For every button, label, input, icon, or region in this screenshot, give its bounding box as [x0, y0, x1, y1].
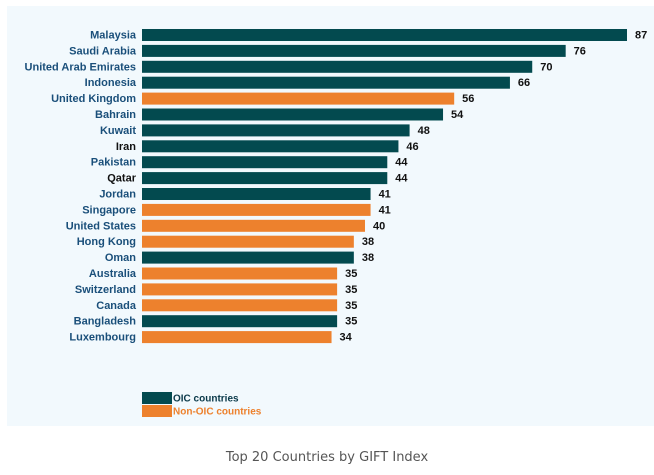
value-label: 35: [345, 284, 357, 296]
value-label: 35: [345, 300, 357, 312]
value-label: 46: [406, 141, 418, 153]
value-label: 40: [373, 220, 385, 232]
category-label: Switzerland: [75, 284, 136, 296]
category-label: Qatar: [107, 173, 136, 185]
value-label: 48: [418, 125, 430, 137]
bar: [142, 203, 371, 216]
category-label: United Kingdom: [51, 93, 136, 105]
value-label: 56: [462, 93, 474, 105]
value-label: 38: [362, 236, 374, 248]
category-label: Malaysia: [90, 30, 137, 42]
bar: [142, 76, 510, 89]
category-label: Iran: [116, 141, 136, 153]
category-label: Singapore: [82, 204, 136, 216]
value-label: 41: [379, 189, 391, 201]
bar: [142, 315, 338, 328]
bar: [142, 156, 388, 169]
chart-caption: Top 20 Countries by GIFT Index: [225, 450, 429, 465]
legend-label: OIC countries: [173, 394, 239, 405]
category-label: Saudi Arabia: [69, 45, 137, 57]
bar: [142, 92, 455, 105]
category-label: Pakistan: [91, 157, 137, 169]
category-label: Bahrain: [95, 109, 136, 121]
chart-panel: [7, 6, 654, 426]
bar: [142, 188, 371, 200]
value-label: 35: [345, 316, 357, 328]
category-label: Hong Kong: [77, 236, 136, 248]
value-label: 35: [345, 268, 357, 280]
bar: [142, 299, 338, 312]
value-label: 38: [362, 252, 374, 264]
bar: [142, 29, 627, 41]
category-label: Jordan: [99, 189, 136, 201]
value-label: 54: [451, 109, 464, 121]
legend-swatch: [142, 392, 172, 404]
bar-chart: Malaysia 87 Saudi Arabia 76 United Arab Emir…: [25, 29, 647, 418]
category-label: Kuwait: [100, 125, 136, 137]
value-label: 34: [340, 332, 353, 344]
bars-group: Malaysia 87 Saudi Arabia 76 United Arab Emir…: [25, 29, 647, 344]
value-label: 70: [540, 61, 552, 73]
category-label: Oman: [105, 252, 136, 264]
value-label: 87: [635, 30, 647, 42]
category-label: Luxembourg: [69, 332, 136, 344]
bar: [142, 251, 354, 264]
bar: [142, 108, 444, 121]
legend-label: Non-OIC countries: [173, 407, 262, 418]
bar: [142, 331, 332, 344]
bar: [142, 219, 365, 232]
value-label: 76: [574, 45, 586, 57]
legend-swatch: [142, 405, 172, 417]
value-label: 44: [395, 157, 408, 169]
bar: [142, 235, 354, 248]
category-label: Canada: [96, 300, 137, 312]
bar: [142, 140, 399, 153]
category-label: Indonesia: [85, 77, 137, 89]
bar: [142, 283, 338, 296]
bar: [142, 124, 410, 137]
value-label: 41: [379, 204, 391, 216]
legend: OIC countries Non-OIC countries: [142, 392, 262, 418]
category-label: United States: [66, 220, 136, 232]
bar: [142, 172, 388, 185]
value-label: 44: [395, 173, 408, 185]
value-label: 66: [518, 77, 530, 89]
category-label: Australia: [89, 268, 137, 280]
bar: [142, 267, 338, 280]
category-label: United Arab Emirates: [25, 61, 136, 73]
category-label: Bangladesh: [74, 316, 137, 328]
bar: [142, 44, 566, 57]
bar: [142, 60, 533, 73]
